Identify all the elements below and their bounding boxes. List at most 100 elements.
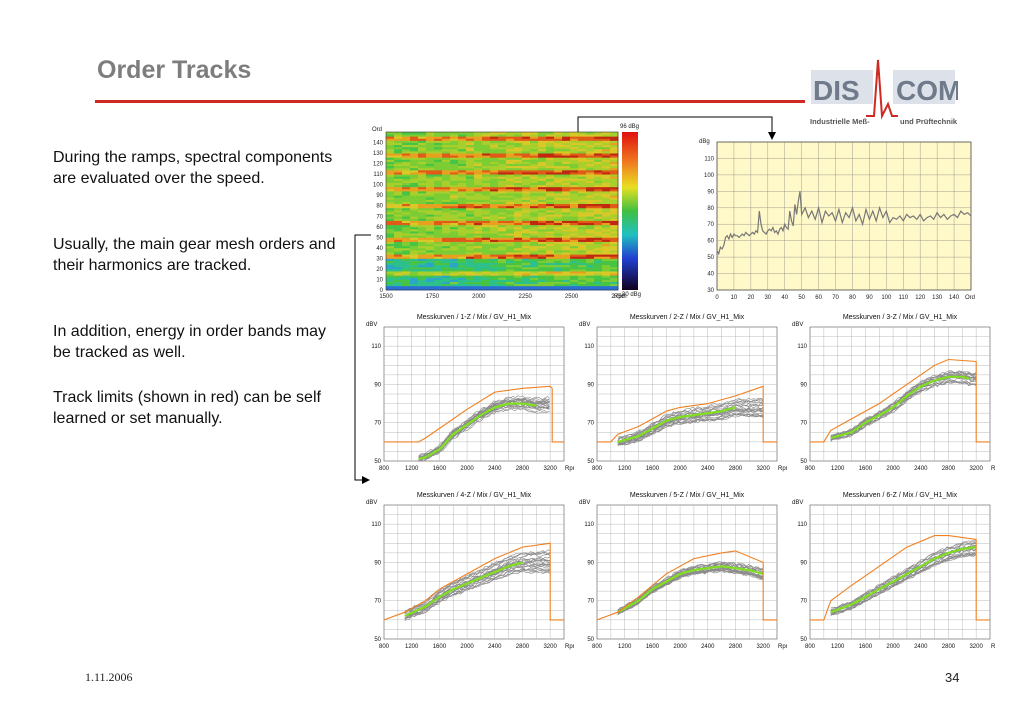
colormap-cell [546, 243, 555, 247]
colormap-cell [418, 186, 427, 190]
colormap-cell [386, 201, 395, 205]
colormap-cell [570, 260, 579, 264]
colormap-cell [442, 182, 451, 186]
colormap-cell [530, 214, 539, 217]
colormap-cell [402, 195, 411, 198]
colormap-cell [402, 167, 411, 171]
colormap-cell [434, 252, 443, 255]
track-curve [830, 546, 977, 614]
colormap-cell [578, 132, 587, 135]
colormap-cell [394, 174, 403, 177]
colormap-cell [490, 167, 499, 171]
colormap-cell [594, 153, 603, 156]
colormap-cell [442, 239, 451, 242]
colormap-cell [418, 197, 427, 200]
colormap-cell [578, 146, 587, 150]
colormap-cell [506, 203, 515, 207]
colormap-ytick-label: 90 [376, 193, 383, 199]
colormap-cell [458, 241, 467, 245]
colormap-cell [530, 201, 539, 205]
colormap-cell [410, 184, 419, 188]
colormap-cell [602, 165, 611, 169]
colormap-cell [554, 218, 563, 221]
colormap-cell [482, 169, 491, 173]
messkurven-ytick-label: 90 [587, 560, 594, 566]
colormap-cell [530, 252, 539, 255]
colormap-cell [602, 252, 611, 255]
colormap-cell [490, 256, 499, 259]
colormap-cell [610, 169, 619, 173]
colormap-cell [426, 134, 435, 137]
colormap-cell [570, 163, 579, 167]
colormap-cell [538, 283, 547, 287]
colormap-cell [490, 247, 499, 251]
colormap-cell [602, 205, 611, 209]
colormap-cell [522, 184, 531, 188]
colormap-cell [570, 247, 579, 251]
colormap-cell [474, 279, 483, 282]
colormap-cell [610, 254, 619, 257]
colormap-cell [410, 277, 419, 280]
colormap-cell [586, 275, 595, 278]
colormap-cell [482, 243, 491, 247]
colormap-cell [394, 249, 403, 253]
colormap-xlabel: Rpm [614, 294, 627, 300]
colormap-cell [402, 256, 411, 259]
colormap-cell [434, 165, 443, 169]
colormap-cell [506, 132, 515, 135]
colormap-cell [434, 161, 443, 164]
colormap-ytick-label: 130 [373, 151, 384, 157]
colormap-cell [458, 165, 467, 169]
colormap-cell [530, 188, 539, 192]
colormap-cell [578, 247, 587, 251]
colormap-cell [562, 186, 571, 190]
colormap-cell [610, 205, 619, 209]
spectrum-xtick-label: 120 [915, 295, 926, 301]
colormap-cell [498, 138, 507, 141]
colormap-cell [594, 186, 603, 190]
messkurven-xtick-label: 2400 [488, 644, 502, 650]
colormap-cell [514, 226, 523, 230]
colormap-cell [474, 207, 483, 211]
colormap-cell [394, 212, 403, 215]
colormap-cell [498, 241, 507, 245]
messkurven-ytick-label: 50 [587, 637, 594, 643]
colormap-cell [602, 258, 611, 261]
colormap-cell [466, 264, 475, 268]
colormap-cell [578, 279, 587, 282]
colormap-cell [570, 262, 579, 266]
colormap-cell [514, 233, 523, 236]
colormap-cell [450, 169, 459, 173]
colormap-cell [442, 207, 451, 211]
colormap-cell [570, 243, 579, 247]
colormap-cell [602, 231, 611, 234]
colormap-cell [474, 218, 483, 221]
colormap-cell [474, 176, 483, 179]
colormap-cell [410, 226, 419, 230]
colormap-cell [458, 285, 467, 289]
colormap-cell [602, 283, 611, 287]
colormap-cell [490, 146, 499, 150]
colormap-cell [386, 165, 395, 169]
colormap-cell [498, 159, 507, 162]
messkurven-xtick-label: 3200 [969, 644, 983, 650]
colormap-cell [514, 222, 523, 226]
colormap-cell [482, 199, 491, 202]
colormap-cell [570, 176, 579, 179]
colormap-cell [586, 233, 595, 236]
colormap-cell [394, 245, 403, 249]
colormap-cell [554, 174, 563, 177]
colormap-cell [418, 266, 427, 270]
colormap-cell [610, 262, 619, 266]
colormap-cell [434, 235, 443, 238]
measurement-curve [617, 413, 764, 446]
colormap-cell [426, 169, 435, 173]
spectrum-xtick-label: 20 [748, 295, 755, 301]
colormap-cell [586, 146, 595, 150]
colormap-cell [578, 184, 587, 188]
track-curve [617, 406, 736, 443]
colormap-cell [498, 212, 507, 215]
colormap-cell [482, 256, 491, 259]
colormap-cell [602, 235, 611, 238]
colormap-cell [418, 142, 427, 146]
